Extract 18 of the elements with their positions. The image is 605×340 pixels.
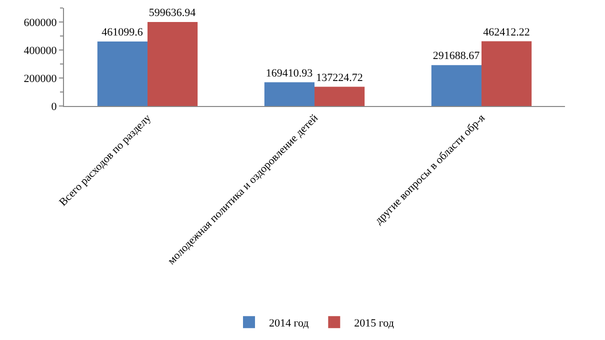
y-tick-label: 600000 xyxy=(24,16,58,29)
data-label: 462412.22 xyxy=(483,26,530,38)
bar xyxy=(97,41,148,106)
legend-label: 2014 год xyxy=(269,317,310,330)
data-label: 599636.94 xyxy=(148,7,196,20)
bar xyxy=(482,41,532,106)
data-label: 461099.6 xyxy=(102,26,144,38)
y-tick-label: 200000 xyxy=(24,72,58,85)
bar xyxy=(264,82,314,106)
y-tick-label: 0 xyxy=(51,100,58,113)
bar xyxy=(314,86,365,106)
legend-label: 2015 год xyxy=(354,317,394,330)
bar xyxy=(148,22,198,106)
y-tick-label: 400000 xyxy=(24,44,58,57)
data-label: 169410.93 xyxy=(266,67,314,80)
data-label: 291688.67 xyxy=(432,50,480,62)
bar xyxy=(431,65,482,106)
data-label: 137224.72 xyxy=(316,72,363,84)
